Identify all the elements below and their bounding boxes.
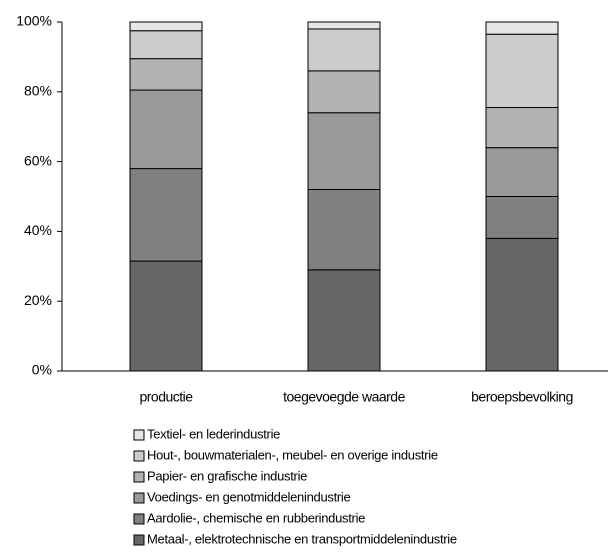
bar-segment [485, 147, 559, 197]
y-tick-label: 100% [16, 13, 52, 29]
legend-label: Hout-, bouwmaterialen-, meubel- en overi… [147, 447, 438, 462]
bar-segment [307, 70, 381, 114]
x-tick-label: productie [139, 389, 193, 405]
bar-segment [485, 107, 559, 149]
bar-segment [485, 21, 559, 35]
bar-segment [485, 196, 559, 239]
y-tick-label: 0% [32, 362, 52, 378]
x-tick-label: toegevoegde waarde [283, 389, 405, 405]
y-tick-label: 80% [24, 83, 52, 99]
legend: Metaal-, elektrotechnische en transportm… [133, 426, 457, 546]
bar-segment [129, 30, 203, 60]
legend-swatch [133, 492, 145, 504]
bar-segment [129, 21, 203, 32]
legend-swatch [133, 513, 145, 525]
y-tick-label: 60% [24, 152, 52, 168]
bar-segment [307, 189, 381, 271]
y-tick-label: 40% [24, 222, 52, 238]
bar-segment [129, 260, 203, 372]
legend-label: Voedings- en genotmiddelenindustrie [147, 489, 350, 504]
bar-segment [307, 28, 381, 72]
bar-segment [485, 33, 559, 109]
legend-swatch [133, 471, 145, 483]
x-tick-label: beroepsbevolking [471, 389, 573, 405]
y-tick-label: 20% [24, 292, 52, 308]
bar-segment [129, 89, 203, 170]
legend-label: Metaal-, elektrotechnische en transportm… [147, 531, 457, 546]
bar-segment [307, 112, 381, 191]
legend-label: Papier- en grafische industrie [147, 468, 307, 483]
bar-segment [485, 237, 559, 372]
bar-segment [307, 269, 381, 372]
bar-segment [129, 58, 203, 91]
legend-label: Aardolie-, chemische en rubberindustrie [147, 510, 365, 525]
bar-segment [307, 21, 381, 30]
legend-label: Textiel- en lederindustrie [147, 426, 280, 441]
legend-swatch [133, 534, 145, 546]
legend-swatch [133, 450, 145, 462]
legend-swatch [133, 429, 145, 441]
bar-segment [129, 168, 203, 262]
